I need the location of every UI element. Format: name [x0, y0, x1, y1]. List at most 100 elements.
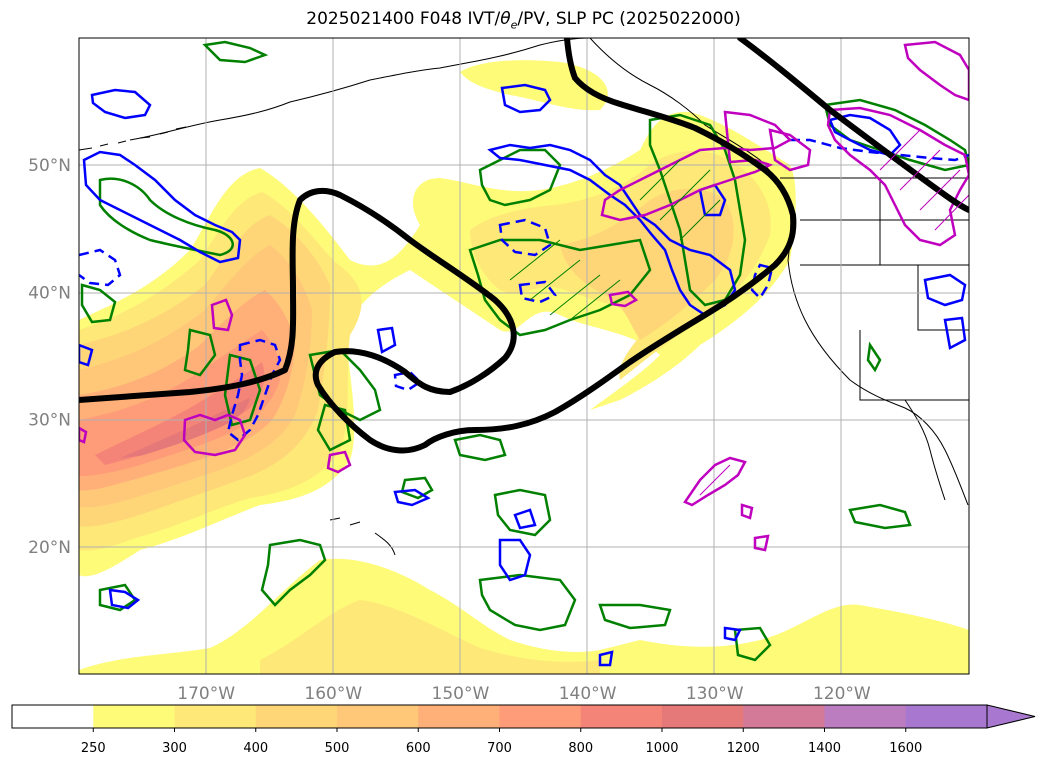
- theta-e-contour-nw: [98, 177, 234, 257]
- colorbar-tick-label: 1600: [889, 741, 922, 756]
- colorbar-tick-label: 1400: [808, 741, 841, 756]
- us-west-coast: [787, 259, 969, 506]
- theta-e-contour-central-2: [316, 403, 352, 452]
- hawaii-islands: [329, 517, 396, 556]
- latitude-tick-label: 50°N: [28, 156, 71, 176]
- slp-contour-ne: [737, 38, 969, 213]
- pv-neg-central: [326, 450, 352, 474]
- theta-e-contour-west-3: [223, 353, 262, 427]
- theta-e-contour-south-8: [848, 503, 912, 530]
- slp-contour-main: [79, 38, 797, 454]
- colorbar-tick-label: 300: [162, 741, 187, 756]
- colorbar-tick-label: 800: [568, 741, 593, 756]
- latitude-tick-label: 40°N: [28, 283, 71, 303]
- pv-contour-east-3: [943, 316, 967, 350]
- theta-e-contour-east-2: [866, 341, 882, 373]
- pv-positive-contours: [79, 83, 967, 667]
- longitude-tick-label: 140°W: [559, 684, 617, 704]
- pv-negative-contours: [79, 40, 969, 552]
- colorbar-segment: [255, 705, 338, 728]
- pv-neg-ne-2: [768, 128, 812, 172]
- colorbar-tick-label: 600: [406, 741, 431, 756]
- state-borders: [800, 178, 969, 401]
- longitude-tick-label: 150°W: [432, 684, 490, 704]
- pv-contour-east-2: [923, 273, 967, 307]
- colorbar: 250 300 400 500 600 700 800 1000 1200 1400 1600: [11, 704, 1036, 756]
- longitude-tick-label: 130°W: [686, 684, 744, 704]
- hatched-regions: [509, 159, 721, 321]
- colorbar-segment: [174, 705, 257, 728]
- theta-e-contour-south-4: [478, 573, 577, 632]
- theta-e-contour-ne-2: [468, 238, 652, 337]
- pv-neg-ne-3: [608, 290, 639, 308]
- pv-neg-west-1: [210, 298, 234, 332]
- longitude-tick-label: 170°W: [177, 684, 235, 704]
- pv-contour-south-1: [498, 538, 532, 582]
- map-frame: [78, 37, 970, 675]
- pv-neg-south: [683, 456, 747, 507]
- pv-contour-north: [500, 83, 552, 114]
- pv-contour-south-6: [598, 650, 614, 667]
- colorbar-tick-label: 700: [487, 741, 512, 756]
- pv-contour-south-2: [513, 508, 537, 530]
- pv-contour-east-1: [828, 113, 902, 157]
- longitude-tick-labels: 170°W 160°W 150°W 140°W 130°W 120°W: [177, 684, 871, 704]
- longitude-tick-label: 160°W: [304, 684, 362, 704]
- colorbar-segment: [93, 705, 175, 728]
- theta-e-contour-ne-1: [478, 148, 562, 207]
- pv-contour-nw-1: [90, 88, 152, 120]
- pv-neg-west-3: [79, 426, 88, 444]
- theta-e-contour-south-2: [453, 433, 507, 462]
- colorbar-tick-label: 500: [325, 741, 350, 756]
- colorbar-segment: [905, 705, 988, 728]
- pv-neg-east-2: [826, 106, 969, 247]
- theta-e-contour-south-7: [598, 603, 672, 630]
- longitude-tick-label: 120°W: [813, 684, 871, 704]
- theta-e-contour-south-5: [260, 538, 327, 607]
- theta-e-contour-west-2: [183, 328, 217, 377]
- pv-neg-west-2: [182, 413, 247, 457]
- ivt-level-1000: [120, 398, 250, 458]
- colorbar-segment: [499, 705, 582, 728]
- theta-e-contour-south-6: [98, 583, 137, 612]
- slp-contours: [79, 38, 969, 454]
- colorbar-tick-label: 250: [81, 741, 106, 756]
- hatch-ne: [509, 159, 721, 321]
- pv-dashed-central-1: [498, 218, 552, 257]
- pv-contour-south-5: [723, 626, 742, 642]
- colorbar-extend-arrow: [986, 704, 1036, 729]
- colorbar-tick-label: 1000: [645, 741, 678, 756]
- pv-neg-south-2: [740, 503, 754, 520]
- theta-e-contour-west-1: [80, 283, 117, 324]
- pv-dashed-central-2: [518, 280, 557, 304]
- pv-contour-central: [376, 326, 397, 354]
- pv-contour-west: [79, 343, 94, 367]
- colorbar-segment: [824, 705, 907, 728]
- colorbar-segment: [418, 705, 500, 728]
- pv-dashed-central-3: [393, 370, 422, 392]
- ivt-level-300-south: [260, 600, 600, 674]
- pv-dashed-ne: [750, 263, 774, 301]
- colorbar-segment: [743, 705, 825, 728]
- pv-dashed-west: [79, 248, 122, 287]
- colorbar-segment: [12, 705, 94, 728]
- colorbar-tick-label: 400: [243, 741, 268, 756]
- hatch-east: [699, 129, 969, 496]
- latitude-tick-label: 20°N: [28, 538, 71, 558]
- pv-neg-ne: [600, 110, 793, 222]
- pv-neg-south-3: [753, 534, 770, 552]
- theta-e-contour-south-3: [493, 488, 552, 537]
- colorbar-segment: [580, 705, 663, 728]
- colorbar-tick-label: 1200: [727, 741, 760, 756]
- map-area: [79, 38, 969, 674]
- baja-california: [904, 399, 946, 501]
- map-title: 2025021400 F048 IVT/θe/PV, SLP PC (20250…: [306, 9, 741, 32]
- theta-e-contour-north: [202, 40, 269, 64]
- colorbar-segment: [337, 705, 419, 728]
- pv-contour-nw-2: [82, 150, 242, 264]
- pv-contour-south-3: [108, 588, 141, 610]
- ivt-level-800: [95, 362, 265, 465]
- hatched-regions-magenta: [699, 129, 969, 496]
- pv-contour-south-4: [393, 488, 431, 507]
